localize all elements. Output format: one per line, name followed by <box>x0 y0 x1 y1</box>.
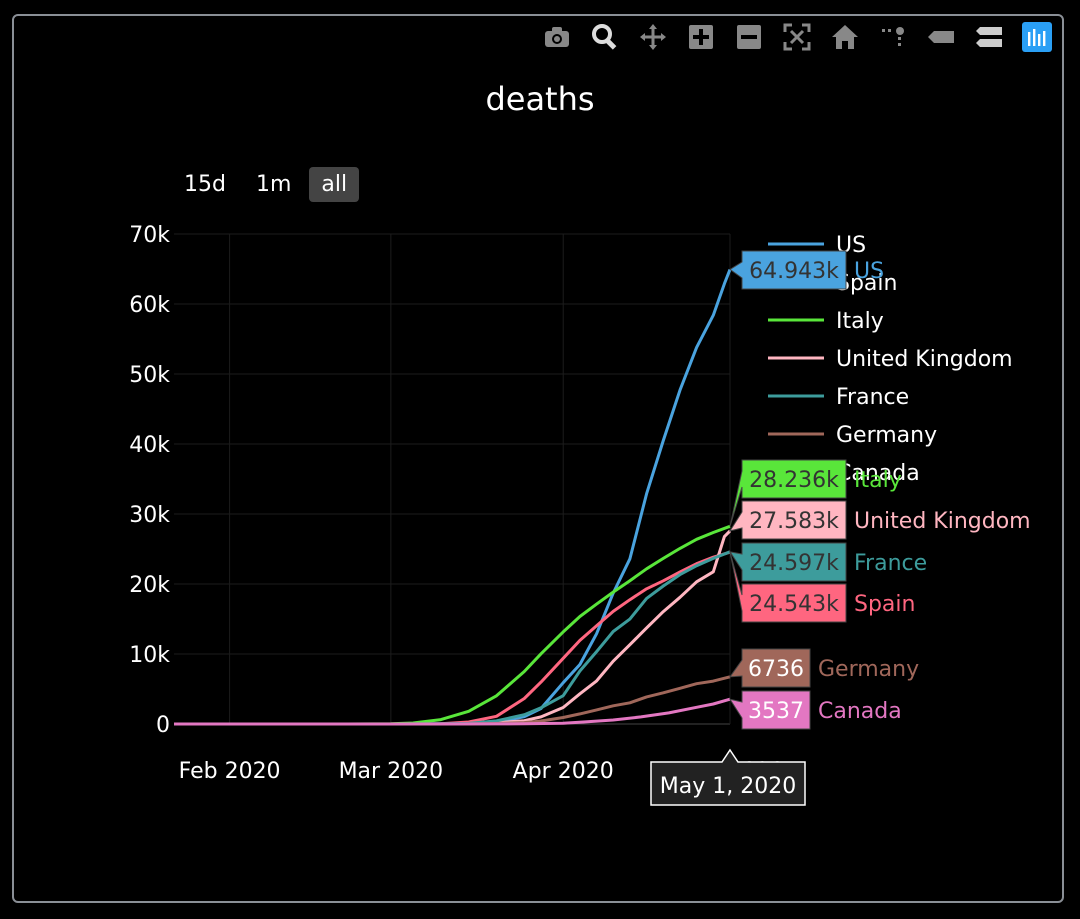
hover-label-value: 24.543k <box>749 592 839 617</box>
hover-label-box <box>728 500 847 540</box>
y-tick-label: 50k <box>129 363 170 388</box>
zoom-out-icon[interactable] <box>732 20 766 54</box>
zoom-icon[interactable] <box>588 20 622 54</box>
hover-label-box <box>728 690 811 730</box>
x-tick-label: Feb 2020 <box>179 759 281 784</box>
legend-item-france[interactable]: France <box>836 385 909 410</box>
x-hover-label-box <box>650 748 806 806</box>
zoom-in-icon[interactable] <box>684 20 718 54</box>
range-selector: 15d 1m all <box>172 167 360 202</box>
camera-icon[interactable] <box>540 20 574 54</box>
hover-label-value: 64.943k <box>749 259 839 284</box>
reset-axes-icon[interactable] <box>828 20 862 54</box>
chart-title: deaths <box>485 80 595 118</box>
series-line-united-kingdom[interactable] <box>174 529 732 726</box>
legend-item-italy[interactable]: Italy <box>836 309 884 334</box>
plotly-logo-icon[interactable] <box>1020 20 1054 54</box>
range-button-15d[interactable]: 15d <box>184 172 226 197</box>
hover-label-value: 27.583k <box>749 509 839 534</box>
hover-label-value: 24.597k <box>749 551 839 576</box>
x-hover-label: May 1, 2020 <box>660 774 796 799</box>
hover-label-value: 3537 <box>748 699 804 724</box>
y-tick-label: 60k <box>129 293 170 318</box>
hover-label-box <box>728 542 847 582</box>
hover-label-box <box>729 250 847 290</box>
y-tick-label: 70k <box>129 223 170 248</box>
series-line-canada[interactable] <box>174 697 731 726</box>
range-button-all[interactable]: all <box>309 167 360 202</box>
legend-item-canada[interactable]: Canada <box>836 461 920 486</box>
y-tick-label: 40k <box>129 433 170 458</box>
hover-label-name: US <box>854 259 884 284</box>
x-tick-label: Mar 2020 <box>339 759 444 784</box>
series-line-italy[interactable] <box>174 524 731 726</box>
pan-icon[interactable] <box>636 20 670 54</box>
hover-closest-icon[interactable] <box>924 20 958 54</box>
hover-label-value: 28.236k <box>749 468 839 493</box>
hover-label-box <box>728 648 811 688</box>
hover-label-name: France <box>854 551 927 576</box>
hover-label-name: Germany <box>818 657 919 682</box>
modebar <box>540 20 1054 54</box>
x-tick-label: Apr 2020 <box>513 759 614 784</box>
autoscale-icon[interactable] <box>780 20 814 54</box>
chart-frame <box>12 14 1064 903</box>
hover-label-box <box>729 552 847 623</box>
series-line-us[interactable] <box>174 268 732 726</box>
hover-label-value: 6736 <box>748 657 804 682</box>
range-button-1m[interactable]: 1m <box>255 172 292 197</box>
y-tick-label: 10k <box>129 643 170 668</box>
hover-label-name: United Kingdom <box>854 509 1031 534</box>
spike-lines-icon[interactable] <box>876 20 910 54</box>
y-tick-label: 20k <box>129 573 170 598</box>
hover-label-name: Italy <box>854 468 902 493</box>
y-tick-label: 30k <box>129 503 170 528</box>
hover-label-name: Spain <box>854 592 915 617</box>
hover-label-name: Canada <box>818 699 902 724</box>
y-tick-label: 0 <box>156 713 170 738</box>
legend-item-united-kingdom[interactable]: United Kingdom <box>836 347 1013 372</box>
hover-compare-icon[interactable] <box>972 20 1006 54</box>
legend-item-germany[interactable]: Germany <box>836 423 937 448</box>
hover-label-box <box>729 459 847 527</box>
